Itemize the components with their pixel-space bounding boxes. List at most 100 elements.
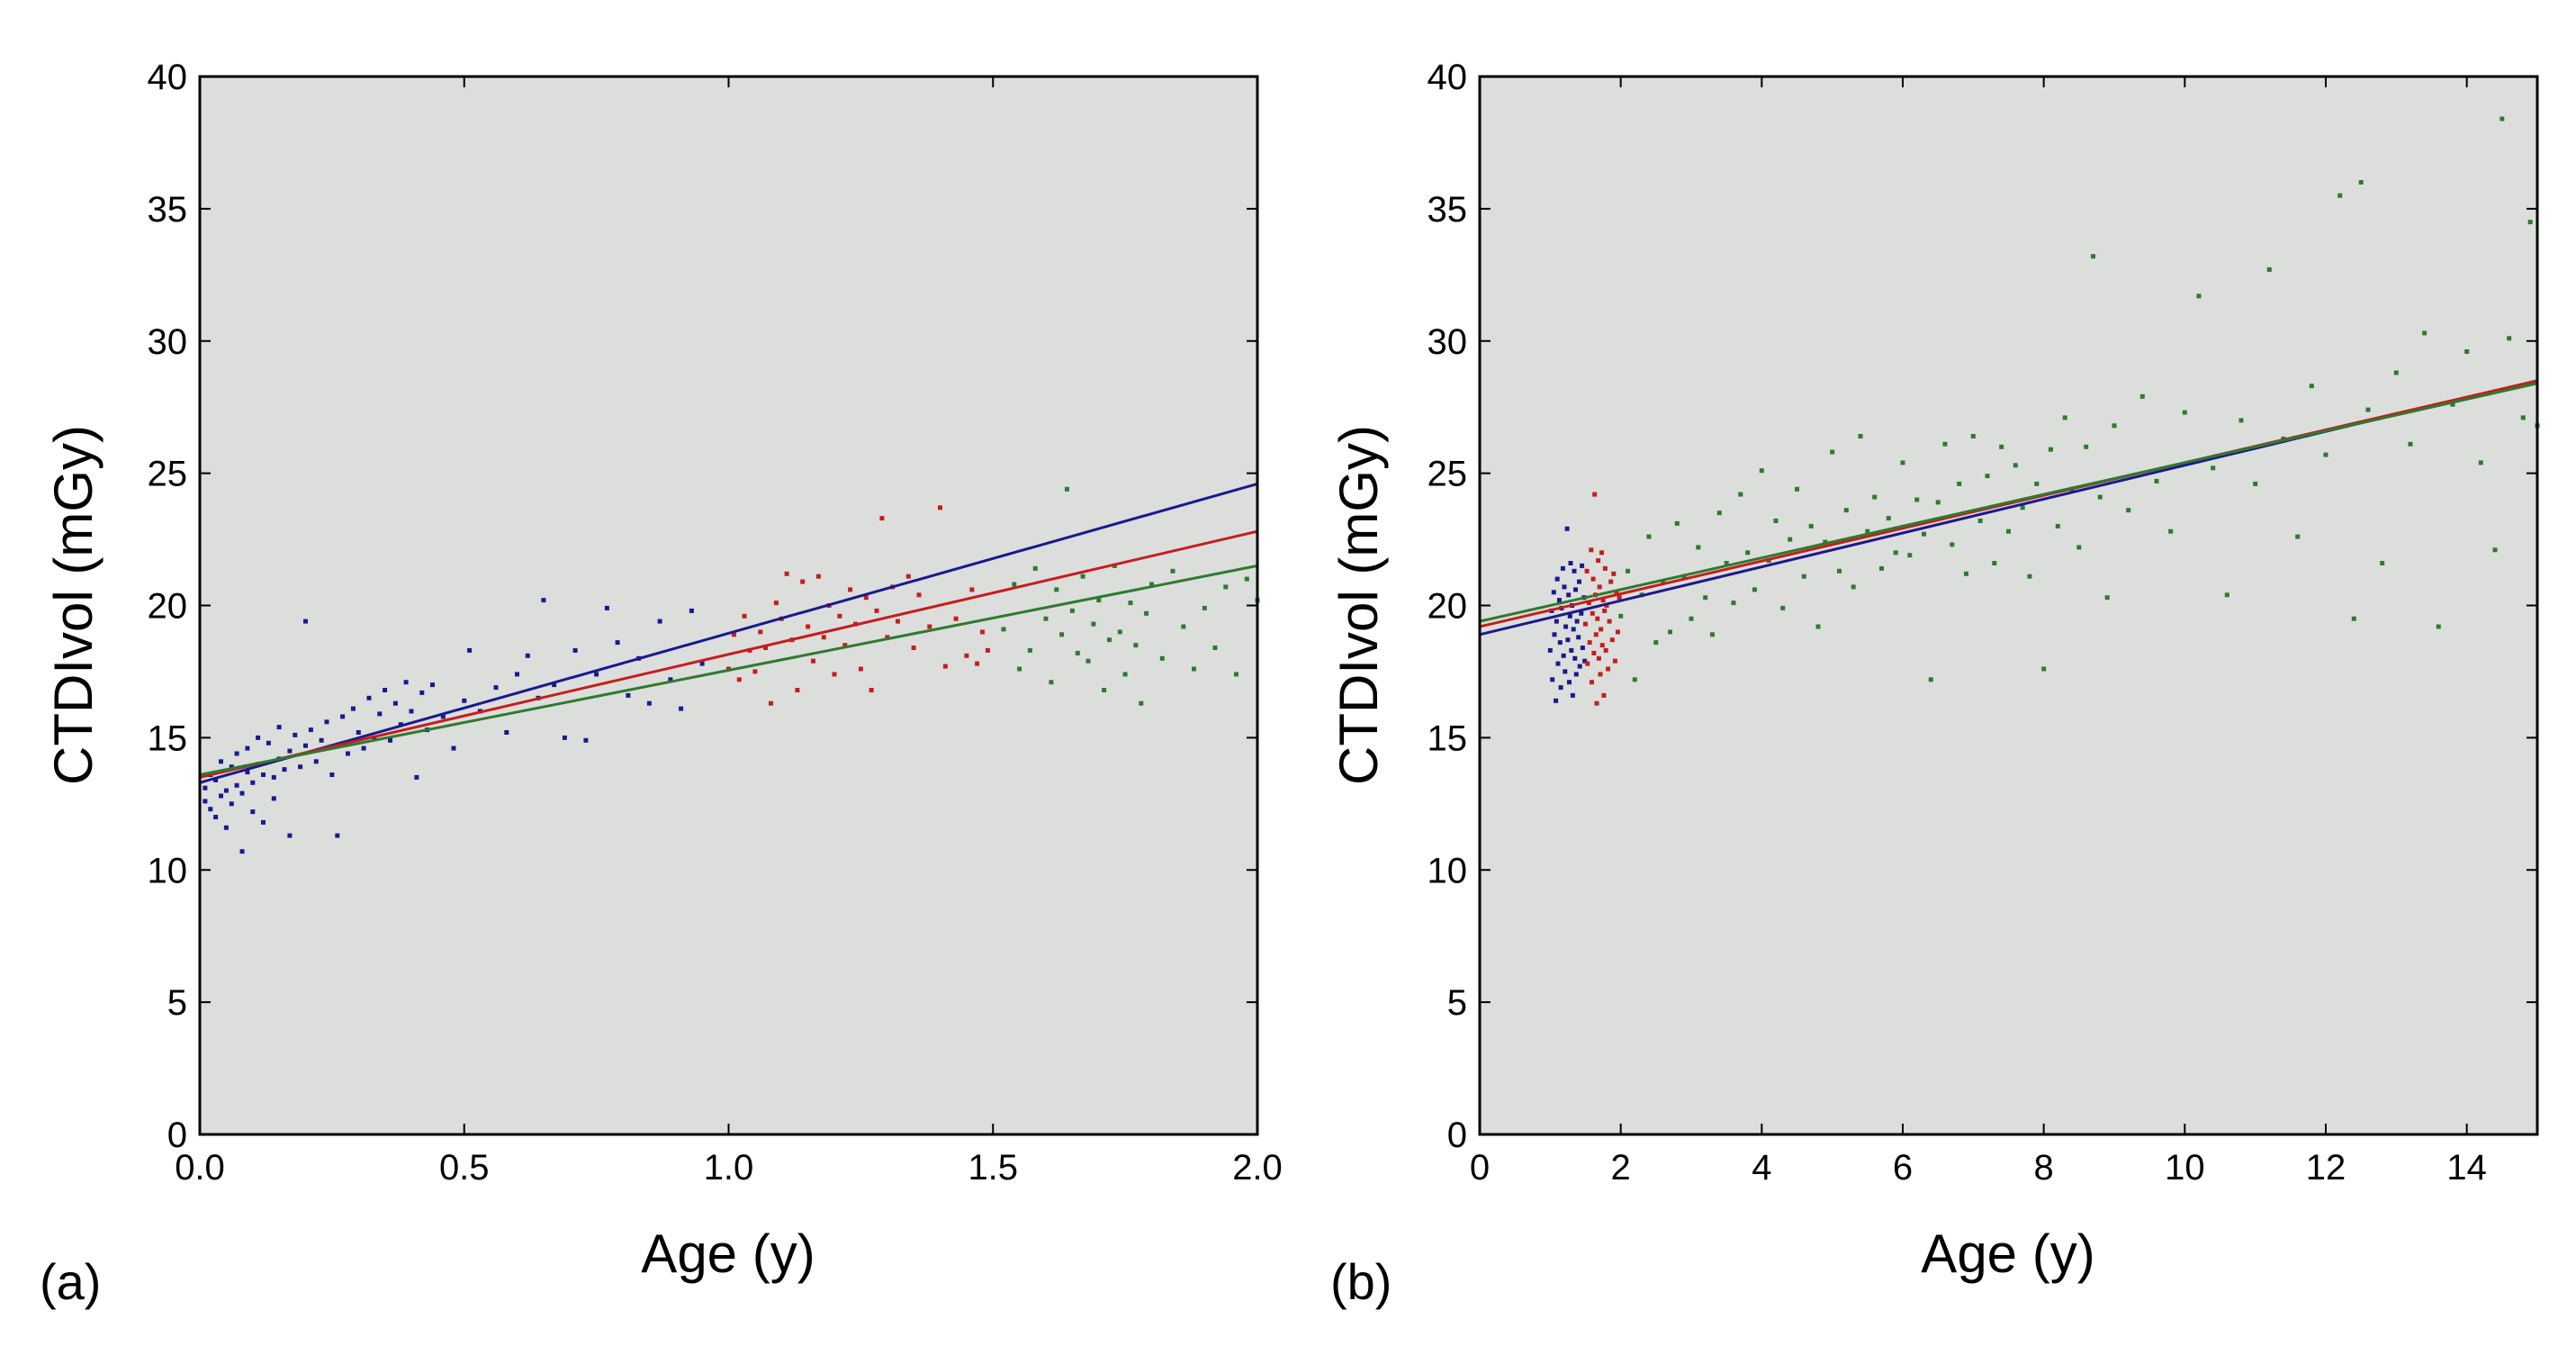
point-red-a-36: [927, 624, 932, 629]
point-green-b-48: [1957, 481, 1962, 486]
point-green-b-33: [1851, 584, 1856, 590]
point-green-b-44: [1928, 677, 1933, 682]
x-tick-label-b-2: 4: [1752, 1148, 1771, 1188]
point-green-b-76: [2196, 294, 2202, 299]
point-blue-a-36: [308, 727, 313, 733]
point-green-b-6: [1661, 579, 1666, 584]
point-red-b-6: [1590, 680, 1594, 685]
point-blue-b-40: [1582, 658, 1588, 664]
point-green-b-41: [1907, 553, 1913, 558]
point-blue-b-21: [1567, 680, 1572, 685]
point-green-b-4: [1646, 534, 1652, 539]
x-tick-label-b-3: 6: [1893, 1148, 1913, 1188]
point-green-b-25: [1795, 486, 1799, 492]
point-blue-b-32: [1574, 619, 1580, 624]
point-green-b-77: [2211, 465, 2216, 471]
point-green-b-2: [1632, 677, 1637, 682]
point-green-b-94: [2436, 624, 2441, 629]
point-green-b-19: [1752, 587, 1757, 592]
x-tick-label-b-5: 10: [2165, 1148, 2205, 1188]
point-red-a-7: [763, 646, 769, 650]
point-blue-a-24: [266, 740, 271, 745]
point-blue-b-22: [1567, 613, 1572, 619]
point-blue-b-17: [1563, 624, 1569, 629]
point-blue-a-61: [451, 745, 456, 751]
point-green-b-26: [1801, 574, 1806, 579]
point-green-a-7: [1054, 587, 1059, 592]
point-green-b-67: [2091, 254, 2095, 259]
point-blue-b-26: [1570, 692, 1575, 698]
point-blue-b-36: [1579, 610, 1584, 616]
point-green-a-27: [1170, 568, 1175, 574]
point-green-b-17: [1738, 492, 1743, 497]
point-green-b-79: [2238, 418, 2244, 423]
point-red-a-27: [869, 688, 874, 692]
point-blue-a-63: [467, 647, 473, 653]
y-tick-label-b-0: 0: [1447, 1116, 1467, 1155]
point-green-a-31: [1212, 646, 1218, 650]
point-red-b-7: [1590, 610, 1595, 616]
point-green-a-4: [1032, 565, 1038, 571]
point-green-a-28: [1181, 624, 1186, 629]
plot-area-b: [1480, 77, 2537, 1134]
point-red-b-9: [1591, 650, 1597, 655]
point-blue-a-74: [583, 737, 589, 743]
point-red-b-16: [1596, 655, 1601, 661]
point-red-b-32: [1611, 571, 1617, 576]
point-red-b-13: [1594, 700, 1599, 706]
point-green-b-78: [2224, 592, 2229, 598]
point-blue-a-82: [668, 677, 673, 682]
point-green-b-101: [2520, 415, 2526, 420]
point-green-b-16: [1731, 601, 1736, 606]
point-blue-a-16: [245, 770, 250, 775]
point-blue-b-18: [1564, 526, 1570, 531]
point-blue-a-5: [213, 777, 219, 782]
point-green-a-34: [1244, 576, 1249, 582]
y-tick-label-a-6: 30: [148, 322, 188, 362]
point-red-a-21: [837, 613, 842, 619]
point-blue-b-9: [1557, 598, 1562, 603]
point-blue-b-24: [1569, 647, 1574, 653]
ticks-b: 0 2 4 6 8 10 12 14 0 5 10 15 20 25 30 35 40: [1428, 58, 2537, 1188]
point-green-b-62: [2055, 523, 2060, 528]
point-green-b-23: [1780, 605, 1786, 610]
point-red-b-15: [1596, 558, 1601, 564]
point-green-a-8: [1059, 632, 1065, 637]
point-red-b-8: [1590, 576, 1596, 582]
point-green-a-25: [1149, 582, 1154, 587]
y-tick-label-b-5: 25: [1428, 455, 1468, 494]
point-red-b-34: [1614, 590, 1619, 595]
point-green-b-70: [2112, 423, 2117, 429]
point-blue-a-11: [229, 801, 234, 807]
point-blue-b-0: [1547, 647, 1553, 653]
point-red-b-26: [1603, 647, 1608, 653]
point-green-b-15: [1724, 561, 1729, 565]
point-blue-b-8: [1555, 661, 1561, 666]
point-blue-b-16: [1563, 669, 1568, 674]
point-blue-a-76: [604, 605, 609, 610]
point-green-b-43: [1922, 531, 1926, 537]
point-green-a-17: [1107, 637, 1112, 643]
point-red-a-35: [916, 592, 922, 598]
point-green-b-14: [1716, 510, 1722, 516]
point-green-a-9: [1065, 486, 1069, 492]
point-green-b-32: [1843, 508, 1849, 513]
point-green-b-30: [1830, 449, 1835, 455]
point-green-a-13: [1085, 658, 1091, 664]
point-green-b-27: [1808, 523, 1814, 528]
point-blue-b-14: [1561, 653, 1566, 658]
point-green-b-0: [1618, 613, 1624, 619]
point-blue-a-32: [293, 732, 298, 737]
point-green-b-58: [2027, 574, 2032, 579]
point-green-b-87: [2351, 616, 2356, 621]
point-blue-b-13: [1560, 565, 1565, 571]
point-blue-b-7: [1554, 576, 1560, 582]
point-blue-a-37: [313, 759, 319, 764]
y-axis-title-b: CTDIvol (mGy): [1329, 425, 1389, 785]
point-green-a-3: [1027, 647, 1032, 653]
point-red-a-37: [938, 505, 942, 510]
point-blue-a-14: [239, 790, 245, 796]
point-red-b-22: [1600, 598, 1606, 603]
point-blue-a-23: [261, 819, 266, 825]
point-red-b-33: [1612, 658, 1617, 664]
